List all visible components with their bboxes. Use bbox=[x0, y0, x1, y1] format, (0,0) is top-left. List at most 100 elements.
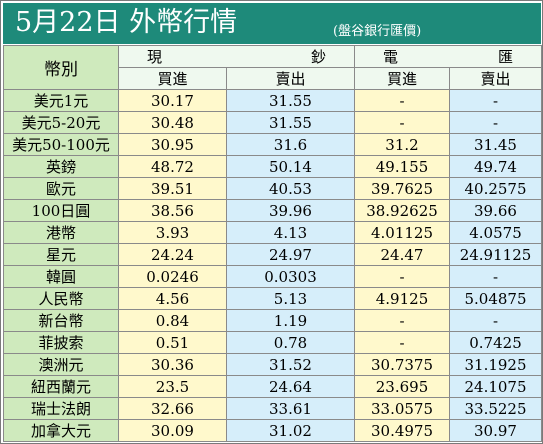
cash-buy-value: 23.5 bbox=[118, 375, 227, 398]
cash-buy-value: 48.72 bbox=[118, 155, 227, 178]
cash-buy-value: 4.56 bbox=[118, 287, 227, 310]
tt-buy-value: 4.01125 bbox=[354, 221, 450, 244]
tt-sell-value: - bbox=[449, 309, 542, 332]
cash-buy-value: 30.95 bbox=[118, 133, 227, 156]
cash-buy-value: 0.84 bbox=[118, 309, 227, 332]
tt-buy-value: 23.695 bbox=[354, 375, 450, 398]
table-row: 加拿大元 30.09 31.02 30.4975 30.97 bbox=[3, 419, 542, 442]
currency-name: 瑞士法朗 bbox=[3, 397, 119, 420]
tt-group-char-1: 電 bbox=[383, 48, 399, 66]
currency-name: 人民幣 bbox=[3, 287, 119, 310]
tt-buy-value: 39.7625 bbox=[354, 177, 450, 200]
currency-name: 星元 bbox=[3, 243, 119, 266]
cash-sell-value: 40.53 bbox=[226, 177, 355, 200]
cash-buy-value: 30.48 bbox=[118, 111, 227, 134]
cash-sell-value: 31.6 bbox=[226, 133, 355, 156]
cash-buy-value: 24.24 bbox=[118, 243, 227, 266]
table-row: 紐西蘭元 23.5 24.64 23.695 24.1075 bbox=[3, 375, 542, 398]
table-row: 澳洲元 30.36 31.52 30.7375 31.1925 bbox=[3, 353, 542, 376]
tt-sell-value: 24.91125 bbox=[449, 243, 542, 266]
table-row: 100日圓 38.56 39.96 38.92625 39.66 bbox=[3, 199, 542, 222]
tt-sell-value: 4.0575 bbox=[449, 221, 542, 244]
tt-sell-value: 5.04875 bbox=[449, 287, 542, 310]
currency-name: 美元5-20元 bbox=[3, 111, 119, 134]
tt-sell-value: 40.2575 bbox=[449, 177, 542, 200]
tt-buy-value: 49.155 bbox=[354, 155, 450, 178]
tt-sell-value: 33.5225 bbox=[449, 397, 542, 420]
title-bar: 5月22日 外幣行情 (盤谷銀行匯價) bbox=[3, 3, 541, 44]
table-row: 新台幣 0.84 1.19- - bbox=[3, 309, 542, 332]
table-row: 美元1元 30.17 31.55- - bbox=[3, 89, 542, 112]
tt-sell-header: 賣出 bbox=[449, 67, 542, 90]
cash-sell-value: 31.55 bbox=[226, 111, 355, 134]
cash-sell-value: 31.02 bbox=[226, 419, 355, 442]
tt-sell-value: 49.74 bbox=[449, 155, 542, 178]
source-label: (盤谷銀行匯價) bbox=[333, 24, 422, 39]
currency-name: 菲披索 bbox=[3, 331, 119, 354]
tt-buy-value: - bbox=[354, 265, 450, 288]
currency-column-header: 幣別 bbox=[3, 45, 119, 90]
tt-sell-value: - bbox=[449, 265, 542, 288]
tt-sell-value: 31.1925 bbox=[449, 353, 542, 376]
tt-sell-value: 31.45 bbox=[449, 133, 542, 156]
currency-name: 港幣 bbox=[3, 221, 119, 244]
cash-sell-value: 1.19 bbox=[226, 309, 355, 332]
cash-buy-value: 30.17 bbox=[118, 89, 227, 112]
tt-sell-value: - bbox=[449, 89, 542, 112]
cash-sell-value: 0.78 bbox=[226, 331, 355, 354]
currency-name: 紐西蘭元 bbox=[3, 375, 119, 398]
cash-sell-value: 4.13 bbox=[226, 221, 355, 244]
tt-sell-value: - bbox=[449, 111, 542, 134]
cash-sell-header: 賣出 bbox=[226, 67, 355, 90]
cash-sell-value: 31.52 bbox=[226, 353, 355, 376]
table-row: 星元 24.24 24.97 24.47 24.91125 bbox=[3, 243, 542, 266]
cash-group-char-2: 鈔 bbox=[310, 48, 326, 66]
cash-buy-value: 0.51 bbox=[118, 331, 227, 354]
cash-sell-value: 33.61 bbox=[226, 397, 355, 420]
cash-buy-value: 0.0246 bbox=[118, 265, 227, 288]
currency-name: 加拿大元 bbox=[3, 419, 119, 442]
cash-buy-value: 39.51 bbox=[118, 177, 227, 200]
currency-name: 英鎊 bbox=[3, 155, 119, 178]
tt-buy-value: 24.47 bbox=[354, 243, 450, 266]
cash-sell-value: 39.96 bbox=[226, 199, 355, 222]
currency-name: 新台幣 bbox=[3, 309, 119, 332]
cash-sell-value: 0.0303 bbox=[226, 265, 355, 288]
tt-sell-value: 39.66 bbox=[449, 199, 542, 222]
tt-buy-value: 33.0575 bbox=[354, 397, 450, 420]
tt-buy-value: 31.2 bbox=[354, 133, 450, 156]
page-title: 5月22日 外幣行情 bbox=[15, 7, 238, 38]
currency-name: 100日圓 bbox=[3, 199, 119, 222]
table-row: 歐元 39.51 40.53 39.7625 40.2575 bbox=[3, 177, 542, 200]
tt-sell-value: 0.7425 bbox=[449, 331, 542, 354]
table-row: 英鎊 48.72 50.14 49.155 49.74 bbox=[3, 155, 542, 178]
cash-buy-value: 30.36 bbox=[118, 353, 227, 376]
table-row: 人民幣 4.56 5.13 4.9125 5.04875 bbox=[3, 287, 542, 310]
tt-buy-value: - bbox=[354, 309, 450, 332]
tt-buy-value: - bbox=[354, 331, 450, 354]
table-row: 港幣 3.93 4.13 4.01125 4.0575 bbox=[3, 221, 542, 244]
cash-buy-value: 3.93 bbox=[118, 221, 227, 244]
cash-buy-value: 32.66 bbox=[118, 397, 227, 420]
tt-buy-value: 38.92625 bbox=[354, 199, 450, 222]
tt-buy-header: 買進 bbox=[354, 67, 450, 90]
cash-buy-header: 買進 bbox=[118, 67, 227, 90]
table-row: 菲披索 0.51 0.78-0.7425 bbox=[3, 331, 542, 354]
currency-name: 韓圓 bbox=[3, 265, 119, 288]
tt-buy-value: - bbox=[354, 89, 450, 112]
tt-group-char-2: 匯 bbox=[497, 48, 513, 66]
cash-group-char-1: 現 bbox=[147, 48, 163, 66]
tt-buy-value: 4.9125 bbox=[354, 287, 450, 310]
cash-buy-value: 30.09 bbox=[118, 419, 227, 442]
currency-name: 澳洲元 bbox=[3, 353, 119, 376]
rate-rows: 美元1元 30.17 31.55- - 美元5-20元 30.48 31.55- - 美元50-… bbox=[3, 89, 542, 442]
exchange-rate-table: 幣別 現 鈔 電 匯 買進 賣出 買進 賣出 bbox=[3, 45, 542, 442]
tt-buy-value: 30.7375 bbox=[354, 353, 450, 376]
table-row: 瑞士法朗 32.66 33.61 33.0575 33.5225 bbox=[3, 397, 542, 420]
cash-sell-value: 24.97 bbox=[226, 243, 355, 266]
tt-sell-value: 30.97 bbox=[449, 419, 542, 442]
cash-sell-value: 50.14 bbox=[226, 155, 355, 178]
currency-name: 美元1元 bbox=[3, 89, 119, 112]
tt-sell-value: 24.1075 bbox=[449, 375, 542, 398]
